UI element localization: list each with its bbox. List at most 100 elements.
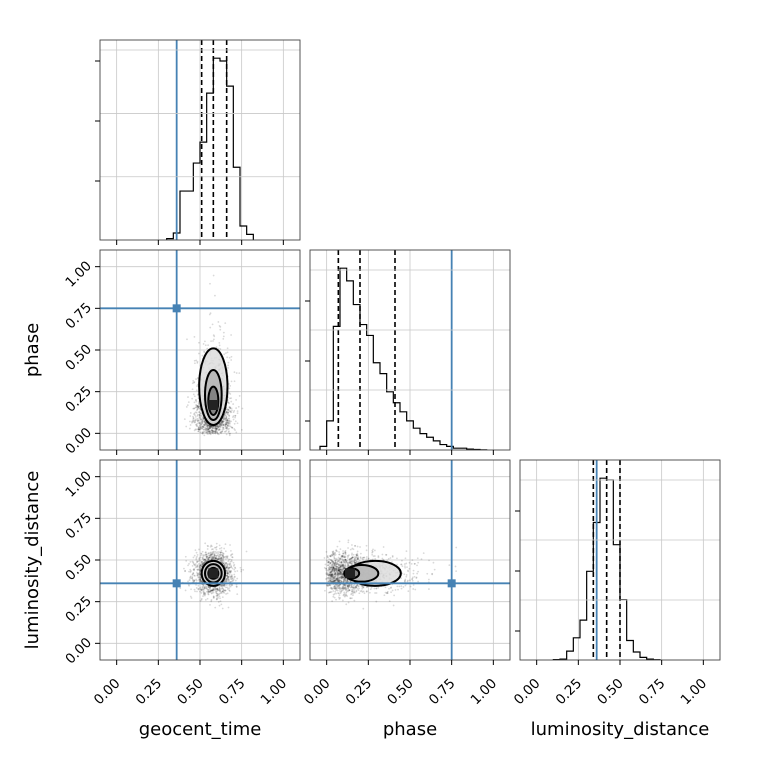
sample-point [203,424,205,426]
sample-point [193,401,196,404]
sample-point [225,415,228,418]
sample-point [198,579,201,582]
sample-point [220,557,223,560]
sample-point [331,574,334,577]
sample-point [349,562,352,564]
sample-point [331,569,334,571]
sample-point [213,430,215,433]
sample-point [339,576,342,579]
sample-point [219,348,222,350]
sample-point [359,552,362,555]
sample-point [352,556,354,559]
sample-point [216,431,219,434]
sample-point [344,584,347,587]
sample-point [196,393,199,396]
sample-point [215,590,218,593]
sample-point [334,562,337,564]
sample-point [342,588,345,591]
sample-point [215,592,218,595]
sample-point [341,565,344,567]
sample-point [331,575,334,578]
sample-point [231,575,234,578]
sample-point [207,590,210,593]
sample-point [201,563,204,566]
sample-point [233,563,236,566]
sample-point [206,429,209,431]
sample-point [331,600,334,603]
sample-point [209,425,212,428]
sample-point [211,553,213,556]
sample-point [220,557,223,559]
sample-point [383,594,386,597]
sample-point [392,604,395,607]
sample-point [207,424,209,427]
x-axis-label-geocent_time: geocent_time [139,719,262,740]
sample-point [228,562,231,565]
sample-point [351,552,353,555]
sample-point [198,422,201,425]
sample-point [332,562,335,565]
sample-point [210,552,213,555]
sample-point [201,563,204,566]
sample-point [327,566,330,569]
sample-point [343,567,346,570]
sample-point [342,552,345,555]
sample-point [199,580,202,583]
sample-point [333,570,336,572]
sample-point [226,563,229,566]
sample-point [199,431,202,434]
sample-point [240,428,243,431]
sample-point [333,573,336,576]
sample-point [396,557,398,560]
sample-point [210,589,212,592]
sample-point [332,560,335,563]
sample-point [336,572,339,575]
sample-point [334,577,337,580]
sample-point [333,564,336,567]
sample-point [199,568,201,571]
sample-point [207,558,210,561]
sample-point [225,416,228,419]
sample-point [227,606,230,609]
sample-point [211,425,214,428]
sample-point [210,590,212,592]
sample-point [224,589,227,592]
sample-point [362,586,364,589]
sample-point [409,585,412,588]
sample-point [196,560,199,563]
sample-point [331,553,334,556]
sample-point [214,588,216,591]
sample-point [228,387,231,390]
sample-point [206,555,208,558]
sample-point [394,589,397,591]
sample-point [327,574,330,577]
sample-point [348,589,351,591]
sample-point [217,426,219,429]
sample-point [339,570,342,572]
sample-point [219,590,222,592]
sample-point [337,592,339,595]
sample-point [206,426,209,429]
sample-point [201,426,203,429]
sample-point [351,544,353,546]
plot-area [100,250,300,450]
sample-point [229,571,232,574]
sample-point [200,580,203,583]
sample-point [203,554,206,557]
sample-point [329,571,332,574]
sample-point [230,564,233,567]
sample-point [198,428,200,431]
sample-point [329,571,332,574]
sample-point [209,430,211,432]
sample-point [337,592,340,595]
sample-point [215,427,218,429]
sample-point [208,556,210,559]
sample-point [339,572,341,575]
sample-point [220,420,223,423]
sample-point [230,575,232,577]
sample-point [339,568,342,571]
sample-point [353,589,356,591]
sample-point [189,577,192,580]
sample-point [229,422,231,425]
sample-point [208,427,211,430]
